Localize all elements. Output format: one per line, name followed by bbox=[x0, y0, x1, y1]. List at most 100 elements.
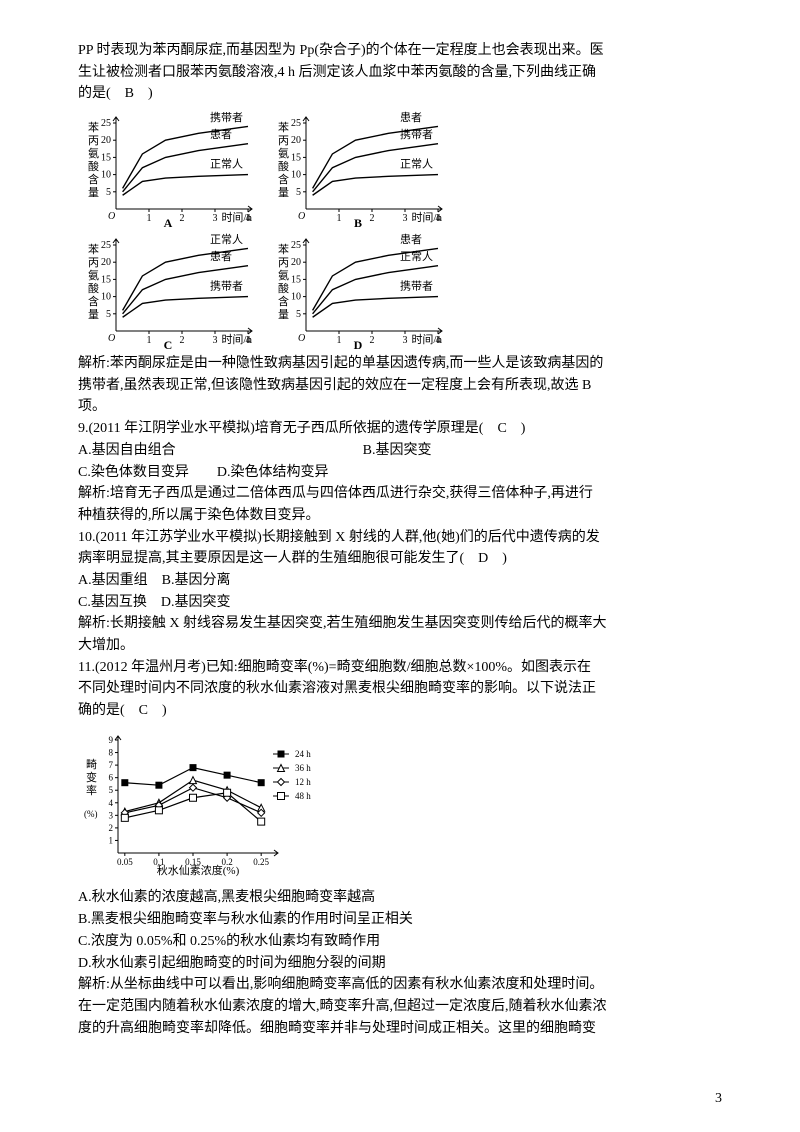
svg-text:3: 3 bbox=[213, 335, 218, 346]
svg-text:10: 10 bbox=[101, 292, 111, 303]
svg-text:患者: 患者 bbox=[210, 250, 232, 263]
q10: 10.(2011 年江苏学业水平模拟)长期接触到 X 射线的人群,他(她)们的后… bbox=[78, 527, 722, 657]
q11-stem: 11.(2012 年温州月考)已知:细胞畸变率(%)=畸变细胞数/细胞总数×10… bbox=[78, 657, 722, 722]
text: 11.(2012 年温州月考)已知:细胞畸变率(%)=畸变细胞数/细胞总数×10… bbox=[78, 660, 591, 675]
svg-text:5: 5 bbox=[106, 187, 111, 198]
q10-opt-cd: C.基因互换 D.基因突变 bbox=[78, 595, 230, 610]
q9-analysis-2: 种植获得的,所以属于染色体数目变异。 bbox=[78, 508, 320, 523]
q11-opt-d: D.秋水仙素引起细胞畸变的时间为细胞分裂的间期 bbox=[78, 956, 386, 971]
svg-text:量: 量 bbox=[278, 186, 289, 199]
svg-text:3: 3 bbox=[213, 213, 218, 224]
svg-text:O: O bbox=[108, 333, 115, 344]
text: 生让被检测者口服苯丙氨酸溶液,4 h 后测定该人血浆中苯丙氨酸的含量,下列曲线正… bbox=[78, 65, 596, 80]
svg-text:5: 5 bbox=[106, 309, 111, 320]
svg-text:25: 25 bbox=[101, 240, 111, 251]
q11-analysis: 解析:从坐标曲线中可以看出,影响细胞畸变率高低的因素有秋水仙素浓度和处理时间。 bbox=[78, 977, 603, 992]
svg-text:氨: 氨 bbox=[278, 269, 289, 282]
svg-text:20: 20 bbox=[101, 257, 111, 268]
svg-text:15: 15 bbox=[291, 152, 301, 163]
svg-text:O: O bbox=[108, 211, 115, 222]
svg-text:时间/h: 时间/h bbox=[221, 211, 252, 224]
svg-text:2: 2 bbox=[370, 213, 375, 224]
q10-stem: 10.(2011 年江苏学业水平模拟)长期接触到 X 射线的人群,他(她)们的后… bbox=[78, 530, 600, 545]
svg-text:含: 含 bbox=[88, 294, 99, 308]
q10-opt-ab: A.基因重组 B.基因分离 bbox=[78, 573, 230, 588]
q9-opt-cd: C.染色体数目变异 D.染色体结构变异 bbox=[78, 465, 328, 480]
q11-opt-a: A.秋水仙素的浓度越高,黑麦根尖细胞畸变率越高 bbox=[78, 890, 375, 905]
q11-options: A.秋水仙素的浓度越高,黑麦根尖细胞畸变率越高 B.黑麦根尖细胞畸变率与秋水仙素… bbox=[78, 887, 722, 1039]
chart-d: 1234510152025苯丙氨酸含量时间/hO患者正常人携带者D bbox=[268, 231, 448, 351]
svg-text:15: 15 bbox=[101, 274, 111, 285]
svg-text:量: 量 bbox=[88, 186, 99, 199]
svg-text:2: 2 bbox=[180, 335, 185, 346]
q8-charts-grid: 1234510152025苯丙氨酸含量时间/hO携带者患者正常人A 123451… bbox=[78, 109, 448, 351]
svg-text:1: 1 bbox=[147, 213, 152, 224]
text: 项。 bbox=[78, 399, 106, 414]
svg-text:25: 25 bbox=[291, 118, 301, 129]
svg-text:患者: 患者 bbox=[210, 128, 232, 141]
q10-analysis-2: 大增加。 bbox=[78, 638, 134, 653]
svg-text:丙: 丙 bbox=[88, 257, 99, 269]
svg-text:6: 6 bbox=[109, 772, 114, 782]
svg-text:O: O bbox=[298, 333, 305, 344]
svg-text:正常人: 正常人 bbox=[400, 158, 433, 171]
svg-text:4: 4 bbox=[109, 798, 114, 808]
q11-opt-c: C.浓度为 0.05%和 0.25%的秋水仙素均有致畸作用 bbox=[78, 934, 380, 949]
svg-text:(%): (%) bbox=[84, 809, 98, 819]
svg-text:患者: 患者 bbox=[400, 111, 422, 124]
svg-text:7: 7 bbox=[109, 760, 114, 770]
svg-text:36 h: 36 h bbox=[295, 763, 311, 773]
svg-text:O: O bbox=[298, 211, 305, 222]
svg-text:9: 9 bbox=[109, 735, 114, 745]
q9-stem: 9.(2011 年江阴学业水平模拟)培育无子西瓜所依据的遗传学原理是( C ) bbox=[78, 421, 525, 436]
svg-text:3: 3 bbox=[403, 335, 408, 346]
svg-text:正常人: 正常人 bbox=[210, 158, 243, 171]
text: 的是( B ) bbox=[78, 86, 153, 101]
svg-text:苯: 苯 bbox=[278, 120, 289, 134]
svg-text:24 h: 24 h bbox=[295, 749, 311, 759]
svg-text:10: 10 bbox=[291, 170, 301, 181]
svg-text:正常人: 正常人 bbox=[210, 233, 243, 246]
svg-text:15: 15 bbox=[291, 274, 301, 285]
svg-text:0.25: 0.25 bbox=[253, 857, 269, 867]
svg-text:含: 含 bbox=[278, 172, 289, 186]
svg-text:1: 1 bbox=[109, 835, 114, 845]
q11-opt-b: B.黑麦根尖细胞畸变率与秋水仙素的作用时间呈正相关 bbox=[78, 912, 413, 927]
svg-text:0.05: 0.05 bbox=[117, 857, 133, 867]
svg-text:量: 量 bbox=[88, 308, 99, 321]
svg-text:5: 5 bbox=[296, 187, 301, 198]
svg-text:患者: 患者 bbox=[400, 233, 422, 246]
svg-text:48 h: 48 h bbox=[295, 791, 311, 801]
q8-analysis: 解析:苯丙酮尿症是由一种隐性致病基因引起的单基因遗传病,而一些人是该致病基因的 … bbox=[78, 353, 722, 418]
svg-text:氨: 氨 bbox=[88, 147, 99, 160]
svg-text:畸: 畸 bbox=[86, 757, 97, 771]
text: 不同处理时间内不同浓度的秋水仙素溶液对黑麦根尖细胞畸变率的影响。以下说法正 bbox=[78, 681, 596, 696]
svg-text:5: 5 bbox=[296, 309, 301, 320]
svg-text:20: 20 bbox=[291, 135, 301, 146]
svg-text:15: 15 bbox=[101, 152, 111, 163]
svg-text:苯: 苯 bbox=[278, 242, 289, 256]
svg-text:丙: 丙 bbox=[88, 135, 99, 147]
q9: 9.(2011 年江阴学业水平模拟)培育无子西瓜所依据的遗传学原理是( C ) … bbox=[78, 418, 722, 526]
svg-text:2: 2 bbox=[109, 823, 114, 833]
svg-text:2: 2 bbox=[180, 213, 185, 224]
svg-text:8: 8 bbox=[109, 747, 114, 757]
svg-text:B: B bbox=[354, 216, 362, 229]
q11-chart: 0.050.10.150.20.25123456789畸变率(%)秋水仙素浓度(… bbox=[78, 728, 338, 886]
svg-text:氨: 氨 bbox=[88, 269, 99, 282]
svg-text:D: D bbox=[354, 338, 363, 351]
q11-analysis-2: 在一定范围内随着秋水仙素浓度的增大,畸变率升高,但超过一定浓度后,随着秋水仙素浓 bbox=[78, 999, 607, 1014]
svg-text:酸: 酸 bbox=[278, 281, 289, 295]
q10-stem-2: 病率明显提高,其主要原因是这一人群的生殖细胞很可能发生了( D ) bbox=[78, 551, 507, 566]
svg-text:1: 1 bbox=[337, 213, 342, 224]
svg-text:含: 含 bbox=[278, 294, 289, 308]
text: 确的是( C ) bbox=[78, 703, 167, 718]
svg-text:酸: 酸 bbox=[88, 159, 99, 173]
page-number: 3 bbox=[715, 1088, 722, 1110]
q9-opt-a: A.基因自由组合 bbox=[78, 443, 176, 458]
svg-text:10: 10 bbox=[291, 292, 301, 303]
chart-c: 1234510152025苯丙氨酸含量时间/hO正常人患者携带者C bbox=[78, 231, 258, 351]
svg-text:20: 20 bbox=[101, 135, 111, 146]
svg-text:变: 变 bbox=[86, 770, 97, 784]
text: PP 时表现为苯丙酮尿症,而基因型为 Pp(杂合子)的个体在一定程度上也会表现出… bbox=[78, 43, 604, 58]
